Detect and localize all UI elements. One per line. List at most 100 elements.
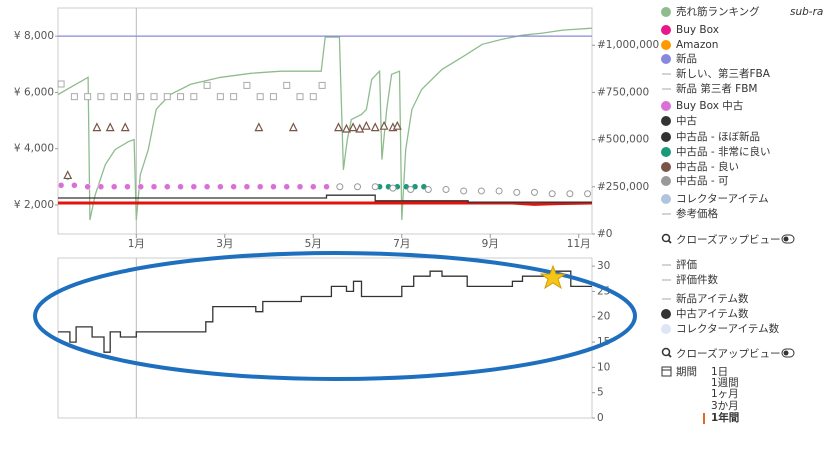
point-square [190,93,198,101]
point-circle [371,183,379,191]
y-tick-label: ¥ 8,000 [14,30,54,42]
legend-item[interactable]: 中古 [661,114,697,127]
legend-item[interactable]: 中古品 - ほぼ新品 [661,130,760,143]
closeup-toggle[interactable]: クローズアップビュー [661,347,795,360]
point-circle [424,186,432,194]
period-option[interactable]: 1週間 [711,377,739,389]
legend-label: 中古品 - 非常に良い [676,145,770,158]
legend-swatch [661,116,671,126]
point-circle [460,187,468,195]
period-option[interactable]: 1ヶ月 [711,388,739,400]
point-square [296,93,304,101]
x-tick-label: 5月 [305,238,322,250]
point-circle [566,190,574,198]
point-triangle [370,122,380,132]
point-dot [310,183,317,190]
legend-item[interactable]: 中古アイテム数 [661,307,749,320]
point-square [283,81,291,89]
legend-swatch [661,101,671,111]
y-tick-label: 5 [597,387,604,399]
legend-swatch [661,194,671,204]
point-square [269,93,277,101]
point-dot [177,183,184,190]
y-tick-label: 20 [597,311,610,323]
magnifier-icon [667,239,672,244]
point-square [318,81,326,89]
period-option[interactable]: 1年間 [711,411,739,424]
legend-item[interactable]: 新品アイテム数 [662,292,749,305]
y2-tick-label: #250,000 [597,181,649,193]
legend-item[interactable]: 評価件数 [662,273,718,286]
y2-tick-label: #500,000 [597,134,649,146]
point-dot [84,183,91,190]
point-dot [217,183,224,190]
point-triangle [361,120,371,130]
series-line [57,27,593,221]
magnifier-icon [661,233,671,243]
legend-item[interactable]: 評価 [662,258,697,271]
period-option[interactable]: 1日 [711,366,728,378]
point-dot [71,182,78,189]
point-circle [336,183,344,191]
series-line [58,194,592,203]
y-tick-label: ¥ 2,000 [14,199,54,211]
legend-item[interactable]: Buy Box [661,24,719,36]
point-triangle [105,122,115,132]
legend-label: 売れ筋ランキング [676,5,760,18]
legend-item[interactable]: 中古品 - 可 [661,174,728,187]
y-tick-label: ¥ 4,000 [14,143,54,155]
x-tick-label: 3月 [216,238,233,250]
x-tick-label: 1月 [128,238,145,250]
legend-label: Amazon [676,39,718,51]
y2-tick-label: #1,000,000 [597,39,659,51]
toggle-knob [783,350,789,356]
legend-label: コレクターアイテム数 [676,322,780,335]
legend-item[interactable]: コレクターアイテム [661,193,769,205]
legend-item[interactable]: 売れ筋ランキング [661,5,760,18]
point-dot [110,183,118,190]
point-circle [584,190,592,198]
y-tick-label: 30 [597,260,610,272]
legend-swatch [661,25,671,35]
point-square [70,93,78,101]
point-circle [530,188,538,196]
legend-item[interactable]: 新しい、第三者FBA [662,67,771,80]
legend-item[interactable]: 中古品 - 非常に良い [661,145,770,158]
rank-sub-label[interactable]: sub-ra [790,6,823,18]
legend-label: 参考価格 [676,207,718,220]
point-dot [190,183,198,190]
legend-label: 中古品 - 良い [676,160,739,173]
period-option[interactable]: 3か月 [711,400,739,412]
point-triangle [334,122,343,132]
point-triangle [288,122,298,132]
legend-item[interactable]: 新品 [661,52,697,65]
series-line [58,201,593,206]
legend-swatch [661,162,671,172]
legend-swatch [661,54,671,64]
legend-label: コレクターアイテム [676,193,769,205]
legend-item[interactable]: コレクターアイテム数 [661,322,780,335]
closeup-toggle[interactable]: クローズアップビュー [661,233,795,246]
point-circle [477,187,485,195]
point-dot [243,183,251,190]
count-plot-frame [57,257,593,419]
legend-swatch [661,147,671,157]
point-square [84,93,92,101]
legend-item[interactable]: 参考価格 [662,207,718,220]
legend-item[interactable]: Amazon [661,39,718,51]
point-circle [389,184,397,192]
period-label: 期間 [676,366,697,378]
point-square [309,93,317,101]
point-dot [164,183,171,190]
legend-label: 評価件数 [676,273,718,286]
legend-item[interactable]: 新品 第三者 FBM [662,82,757,95]
x-tick-label: 11月 [567,238,591,250]
x-tick-label: 9月 [482,238,499,250]
legend-label: Buy Box [676,24,719,36]
legend-label: 中古品 - ほぼ新品 [676,130,760,143]
y-tick-label: ¥ 6,000 [14,86,54,98]
legend-item[interactable]: Buy Box 中古 [661,99,743,112]
legend-item[interactable]: 中古品 - 良い [661,160,739,173]
legend-swatch [661,309,671,319]
